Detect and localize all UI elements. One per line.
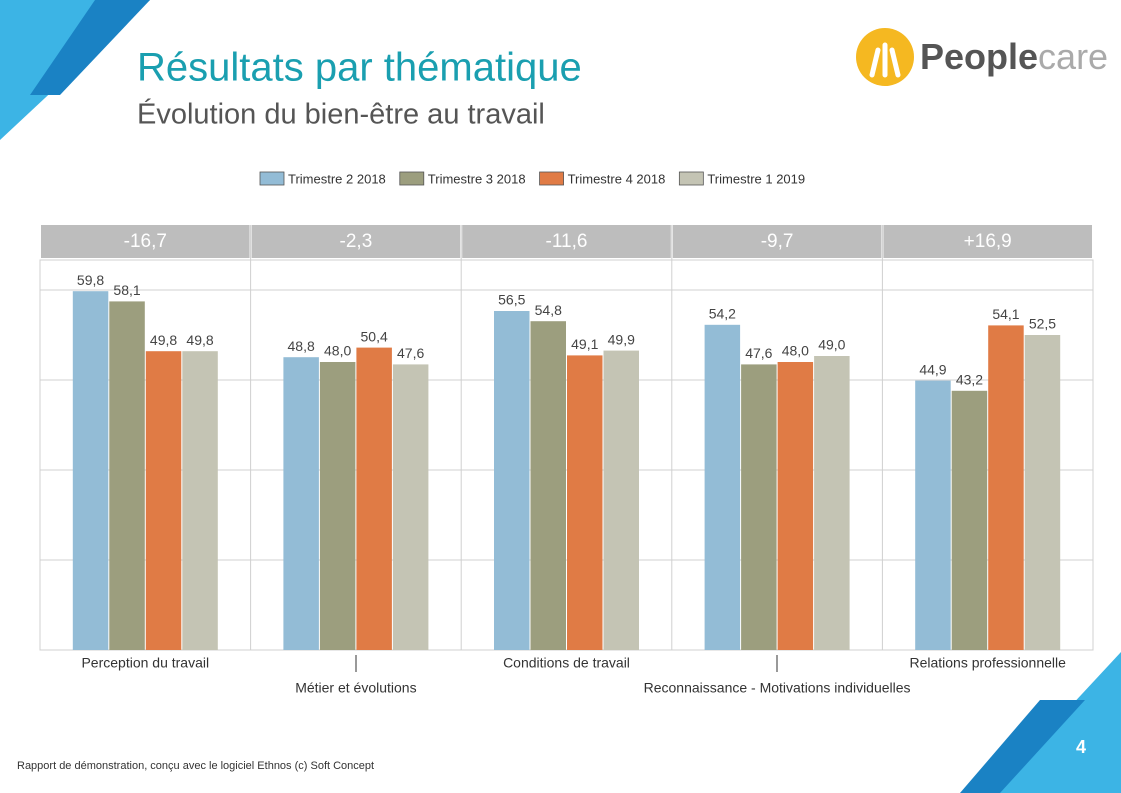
legend-swatch (539, 171, 564, 186)
legend-swatch (259, 171, 285, 186)
value-label: 59,8 (77, 272, 104, 288)
legend-swatch (678, 171, 704, 186)
value-label: 54,2 (709, 306, 736, 322)
footer-note: Rapport de démonstration, conçu avec le … (17, 760, 374, 772)
group-label: -11,6 (546, 231, 588, 252)
bar (915, 380, 951, 650)
corner-decoration (960, 700, 1085, 793)
bar (814, 356, 850, 650)
group-header (672, 225, 882, 258)
bar (951, 390, 988, 650)
bar (319, 362, 356, 650)
legend-label: Trimestre 3 2018 (428, 171, 526, 186)
group-header (41, 225, 250, 258)
bar (777, 362, 814, 650)
bar (283, 357, 319, 650)
value-label: 49,8 (150, 332, 177, 348)
bar (494, 311, 530, 650)
value-label: 48,8 (288, 338, 315, 354)
plot-area (39, 259, 1094, 651)
value-label: 50,4 (361, 328, 388, 344)
value-label: 49,8 (186, 332, 213, 348)
page-number: 4 (1076, 737, 1086, 757)
value-label: 54,8 (535, 302, 562, 318)
legend-label: Trimestre 4 2018 (568, 171, 666, 186)
value-label: 48,0 (782, 343, 809, 359)
subtitle: Évolution du bien-être au travail (137, 98, 545, 131)
legend-label: Trimestre 2 2018 (288, 171, 386, 186)
x-tick-label: Métier et évolutions (295, 680, 416, 696)
bar (741, 364, 777, 650)
legend-label: Trimestre 1 2019 (707, 171, 805, 186)
bar (356, 347, 392, 650)
value-label: 49,9 (608, 331, 635, 347)
value-label: 47,6 (397, 345, 424, 361)
value-label: 43,2 (956, 372, 983, 388)
bar (530, 321, 566, 650)
value-label: 56,5 (498, 292, 525, 308)
value-label: 49,1 (571, 336, 598, 352)
bar (182, 351, 218, 650)
x-tick-label: Relations professionnelle (909, 655, 1066, 671)
legend-swatch (399, 171, 425, 186)
corner-decoration (30, 0, 150, 95)
value-label: 48,0 (324, 343, 351, 359)
value-label: 49,0 (818, 337, 845, 353)
bar (1024, 335, 1061, 650)
value-label: 58,1 (113, 282, 140, 298)
bar (145, 351, 182, 650)
value-label: 52,5 (1029, 316, 1056, 332)
x-tick-label: Reconnaissance - Motivations individuell… (644, 680, 911, 696)
group-header (251, 225, 461, 258)
title: Résultats par thématique (137, 46, 582, 90)
group-label: -9,7 (761, 231, 794, 252)
logo-figures (869, 42, 901, 78)
group-header (883, 225, 1092, 258)
group-label: +16,9 (964, 231, 1012, 252)
bar (392, 364, 429, 650)
bar (988, 325, 1024, 650)
x-tick-label: Conditions de travail (503, 655, 630, 671)
group-label: -2,3 (340, 231, 373, 252)
group-label: -16,7 (124, 231, 167, 252)
bar (567, 355, 603, 650)
bar (109, 301, 145, 650)
value-label: 54,1 (992, 306, 1019, 322)
group-header (462, 225, 671, 258)
bar (72, 291, 109, 650)
bar (704, 324, 741, 650)
bar (603, 350, 639, 650)
logo-text: Peoplecare (920, 36, 1108, 77)
value-label: 47,6 (745, 345, 772, 361)
x-tick-label: Perception du travail (81, 655, 209, 671)
value-label: 44,9 (919, 361, 946, 377)
